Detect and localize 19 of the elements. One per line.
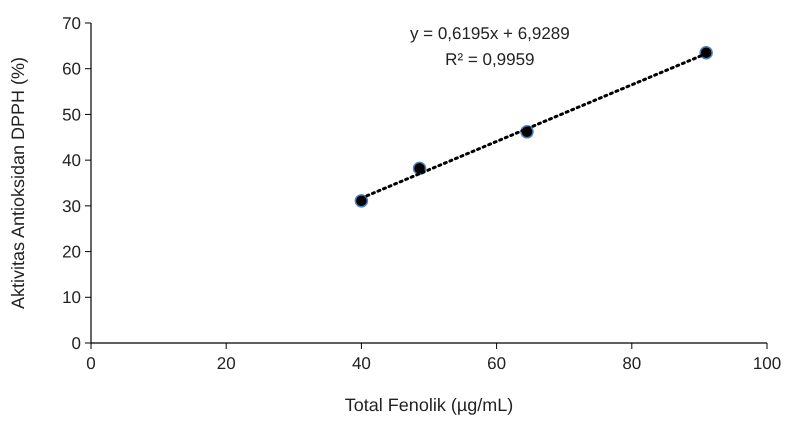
point [354, 194, 368, 208]
y-axis-title: Aktivitas Antioksidan DPPH (%) [8, 56, 28, 310]
x-tick-label: 80 [622, 354, 642, 373]
annotation: y = 0,6195x + 6,9289 [410, 24, 570, 43]
y-tick-label: 20 [62, 242, 81, 262]
annotation: R² = 0,9959 [445, 50, 534, 69]
x-tick-label: 60 [487, 354, 506, 373]
x-tick-label: 20 [216, 354, 236, 373]
x-tick-label: 0 [86, 354, 96, 373]
y-tick-label: 10 [62, 288, 81, 308]
y-tick-label: 50 [62, 105, 81, 124]
y-tick-label: 70 [62, 14, 81, 33]
y-tick-label: 0 [72, 334, 81, 353]
x-tick-label: 40 [352, 354, 371, 373]
y-tick-label: 60 [62, 60, 81, 79]
x-axis-title: Total Fenolik (µg/mL) [344, 395, 514, 415]
x-tick-label: 100 [752, 354, 782, 373]
y-tick-label: 30 [62, 196, 81, 216]
y-tick-label: 40 [62, 151, 81, 170]
